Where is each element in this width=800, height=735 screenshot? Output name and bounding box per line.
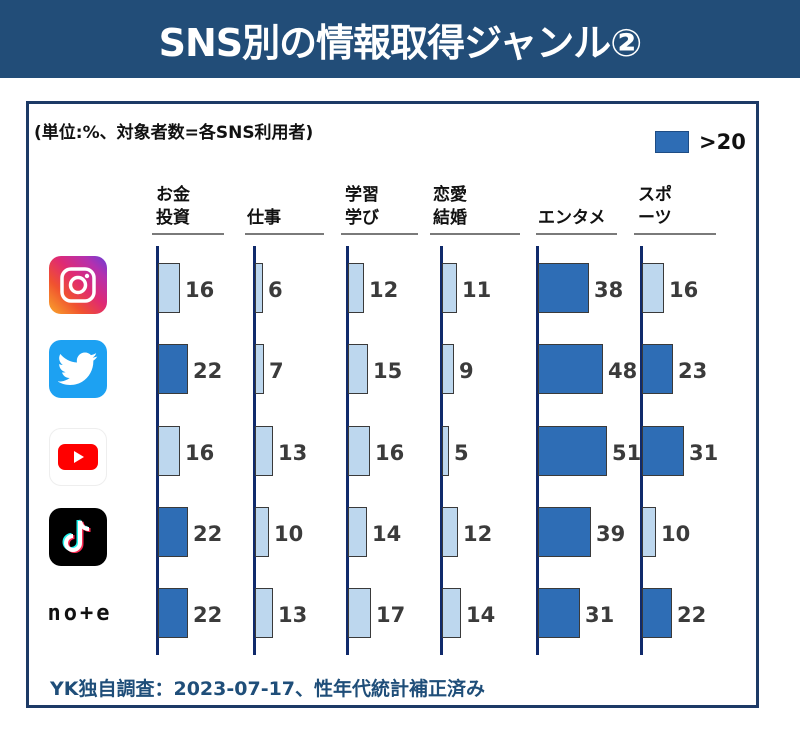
bar (348, 263, 364, 313)
tiktok-icon (49, 508, 107, 566)
bar-value-label: 10 (661, 522, 691, 546)
instagram-icon (49, 256, 107, 314)
bar-value-label: 5 (454, 441, 469, 465)
column-axis (346, 246, 349, 655)
column-underline (152, 233, 224, 235)
bar-value-label: 13 (278, 603, 308, 627)
legend-label: >20 (699, 130, 746, 154)
column-underline (634, 233, 716, 235)
bar-value-label: 16 (185, 441, 215, 465)
column-underline (341, 233, 418, 235)
bar (442, 507, 458, 557)
bar-value-label: 11 (462, 278, 492, 302)
bar (255, 263, 263, 313)
bar (442, 426, 449, 476)
bar (642, 588, 672, 638)
twitter-icon (49, 340, 107, 398)
bar (255, 507, 269, 557)
chart-frame (26, 101, 759, 708)
bar (538, 344, 603, 394)
bar-value-label: 14 (372, 522, 402, 546)
bar-value-label: 38 (594, 278, 624, 302)
bar (158, 507, 188, 557)
youtube-icon (49, 428, 107, 486)
bar-value-label: 12 (369, 278, 399, 302)
column-axis (536, 246, 539, 655)
bar (255, 588, 273, 638)
bar (348, 588, 371, 638)
column-axis (156, 246, 159, 655)
bar (642, 344, 673, 394)
legend: >20 (655, 130, 746, 154)
bar (158, 426, 180, 476)
bar-value-label: 17 (376, 603, 406, 627)
bar-value-label: 9 (459, 359, 474, 383)
bar (538, 588, 580, 638)
column-axis (640, 246, 643, 655)
bar (538, 426, 607, 476)
bar-value-label: 7 (269, 359, 284, 383)
bar (348, 426, 370, 476)
bar-value-label: 31 (689, 441, 719, 465)
unit-note: (単位:%、対象者数=各SNS利用者) (34, 123, 314, 143)
bar (642, 263, 664, 313)
column-axis (440, 246, 443, 655)
bar (255, 344, 264, 394)
bar-value-label: 39 (596, 522, 626, 546)
bar (158, 344, 188, 394)
bar-value-label: 22 (193, 522, 223, 546)
bar-value-label: 16 (375, 441, 405, 465)
bar-value-label: 16 (669, 278, 699, 302)
title-banner: SNS別の情報取得ジャンル② (0, 0, 800, 78)
bar (538, 263, 589, 313)
bar (442, 588, 461, 638)
column-header-money: お金 投資 (156, 185, 190, 228)
column-underline (536, 233, 617, 235)
bar-value-label: 12 (463, 522, 493, 546)
bar-value-label: 22 (193, 359, 223, 383)
column-underline (430, 233, 520, 235)
bar (348, 344, 368, 394)
bar (442, 344, 454, 394)
bar-value-label: 51 (612, 441, 642, 465)
column-axis (253, 246, 256, 655)
bar-value-label: 10 (274, 522, 304, 546)
bar-value-label: 13 (278, 441, 308, 465)
bar (642, 426, 684, 476)
page-title: SNS別の情報取得ジャンル② (158, 20, 643, 65)
bar (538, 507, 591, 557)
bar (442, 263, 457, 313)
bar-value-label: 6 (268, 278, 283, 302)
bar (348, 507, 367, 557)
source-note: YK独自調査：2023-07-17、性年代統計補正済み (50, 678, 486, 700)
bar-value-label: 31 (585, 603, 615, 627)
bar-value-label: 23 (678, 359, 708, 383)
column-header-romance: 恋愛 結婚 (433, 185, 467, 228)
bar (255, 426, 273, 476)
column-underline (245, 233, 324, 235)
bar-value-label: 14 (466, 603, 496, 627)
note-logo: no+e (47, 600, 113, 626)
legend-swatch (655, 131, 689, 153)
bar-value-label: 15 (373, 359, 403, 383)
column-header-learning: 学習 学び (345, 185, 379, 228)
bar (158, 588, 188, 638)
column-header-work: 仕事 (247, 208, 281, 228)
bar-value-label: 16 (185, 278, 215, 302)
bar (642, 507, 656, 557)
column-header-entertainment: エンタメ (538, 208, 606, 228)
bar (158, 263, 180, 313)
bar-value-label: 22 (677, 603, 707, 627)
column-header-sports: スポ ーツ (638, 185, 672, 228)
bar-value-label: 48 (608, 359, 638, 383)
bar-value-label: 22 (193, 603, 223, 627)
